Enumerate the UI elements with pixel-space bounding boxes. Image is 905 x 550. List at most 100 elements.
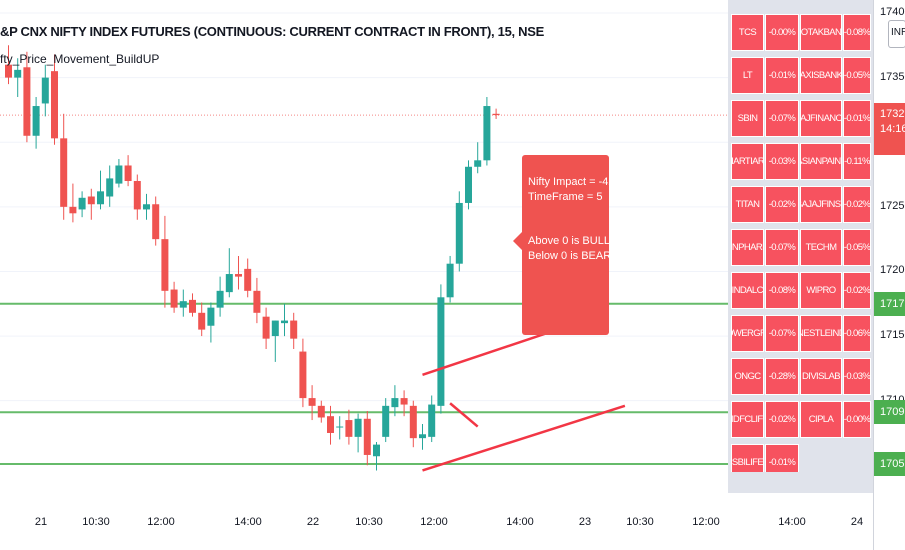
candle-body [14, 69, 22, 78]
table-impact-cell: -0.02% [843, 186, 871, 223]
currency-button[interactable]: INR [888, 20, 905, 48]
table-symbol-cell: LT [731, 57, 764, 94]
candle-body [189, 299, 196, 313]
time-tick-label: 12:00 [420, 516, 448, 528]
tooltip-timeframe: TimeFrame = 5 [528, 191, 603, 203]
trend-line [422, 404, 626, 472]
candle-body [115, 165, 123, 184]
table-impact-cell: -0.05% [843, 57, 871, 94]
candle-body [317, 405, 325, 418]
candle-body [437, 297, 445, 406]
table-impact-cell: -0.03% [765, 143, 799, 180]
price-tick-label: 17350. [880, 70, 905, 83]
candle-body [483, 106, 491, 161]
table-impact-cell: -0.28% [765, 358, 799, 395]
table-impact-cell: -0.01% [843, 100, 871, 137]
table-symbol-cell: HDFCLIFE [731, 401, 764, 438]
price-tick-label: 17250. [880, 199, 905, 212]
time-tick-label: 14:00 [778, 516, 806, 528]
candle-body [161, 239, 169, 291]
time-tick-label: 10:30 [626, 516, 654, 528]
candle-body [400, 398, 408, 405]
candle-body [336, 426, 344, 428]
table-symbol-cell: SUNPHARMA [731, 229, 764, 266]
time-tick-label: 10:30 [82, 516, 110, 528]
candle-body [382, 405, 390, 437]
candle-body [5, 64, 12, 78]
table-symbol-cell: DIVISLAB [800, 358, 842, 395]
candle-body [253, 290, 261, 313]
table-symbol-cell: NESTLEIND [800, 315, 842, 352]
tooltip-bull: Above 0 is BULL [528, 235, 609, 247]
table-symbol-cell: TITAN [731, 186, 764, 223]
table-symbol-cell: KOTAKBANK [800, 14, 842, 51]
table-symbol-cell: ONGC [731, 358, 764, 395]
candle-body [124, 165, 132, 181]
time-tick-label: 14:00 [234, 516, 262, 528]
impact-table: TCS-0.00%KOTAKBANK-0.08%LT-0.01%AXISBANK… [728, 0, 873, 493]
table-symbol-cell: BAJAJFINSV [800, 186, 842, 223]
price-chart[interactable] [0, 0, 873, 550]
price-tick-label: 17400. [880, 6, 905, 18]
price-tick-label: 17150. [880, 329, 905, 342]
price-scale[interactable]: 17400.17350.17250.17200.17150.17100.1732… [873, 0, 905, 550]
candle-body [262, 316, 270, 339]
table-impact-cell: -0.08% [843, 14, 871, 51]
chart-area[interactable] [0, 0, 873, 550]
trend-line [449, 402, 479, 428]
time-tick-label: 12:00 [147, 516, 175, 528]
time-tick-label: 22 [306, 516, 320, 528]
candle-body [133, 180, 141, 210]
candle-body [235, 274, 242, 277]
candle-body [69, 206, 77, 214]
candle-body [455, 202, 463, 264]
candle-body [23, 67, 31, 136]
candle-body [152, 204, 160, 240]
time-tick-label: 23 [578, 516, 592, 528]
table-symbol-cell: POWERGRID [731, 315, 764, 352]
level-price-badge: 17051. [874, 452, 905, 476]
table-impact-cell: -0.07% [765, 229, 799, 266]
table-impact-cell: -0.00% [765, 14, 799, 51]
badge-price: 17175. [880, 297, 905, 310]
candle-body [428, 404, 436, 437]
table-impact-cell: -0.00% [843, 401, 871, 438]
candle-body [345, 420, 353, 437]
time-tick-label: 12:00 [692, 516, 720, 528]
table-symbol-cell: SBIN [731, 100, 764, 137]
table-impact-cell: -0.01% [765, 57, 799, 94]
tooltip-impact: Nifty Impact = -42.20% [528, 176, 609, 188]
candle-body [244, 268, 252, 291]
candle-body [32, 106, 40, 136]
candle-body [446, 263, 454, 298]
candle-body [354, 418, 362, 437]
candle-body [106, 178, 114, 197]
candle-body [225, 274, 233, 293]
indicator-name[interactable]: fty_Price_Movement_BuildUP [0, 52, 160, 66]
candle-body [216, 290, 224, 308]
table-impact-cell: -0.07% [765, 100, 799, 137]
candle-body [143, 204, 150, 210]
table-symbol-cell: BAJFINANCE [800, 100, 842, 137]
candle-body [419, 434, 426, 439]
tooltip-arrow [513, 232, 522, 250]
time-tick-label: 10:30 [355, 516, 383, 528]
time-tick-label: 21 [34, 516, 48, 528]
symbol-title: &P CNX NIFTY INDEX FUTURES (CONTINUOUS: … [0, 24, 544, 39]
candle-body [170, 289, 178, 308]
table-impact-cell: -0.11% [843, 143, 871, 180]
table-symbol-cell: CIPLA [800, 401, 842, 438]
candle-body [327, 416, 334, 433]
candle-body [308, 398, 316, 406]
table-symbol-cell: BHARTIARTL [731, 143, 764, 180]
level-price-badge: 17175. [874, 291, 905, 316]
table-impact-cell: -0.05% [843, 229, 871, 266]
table-impact-cell: -0.02% [765, 186, 799, 223]
candle-body [281, 320, 288, 324]
price-tick-label: 17200. [880, 264, 905, 277]
tooltip-gap [528, 205, 609, 234]
candle-body [271, 320, 279, 337]
